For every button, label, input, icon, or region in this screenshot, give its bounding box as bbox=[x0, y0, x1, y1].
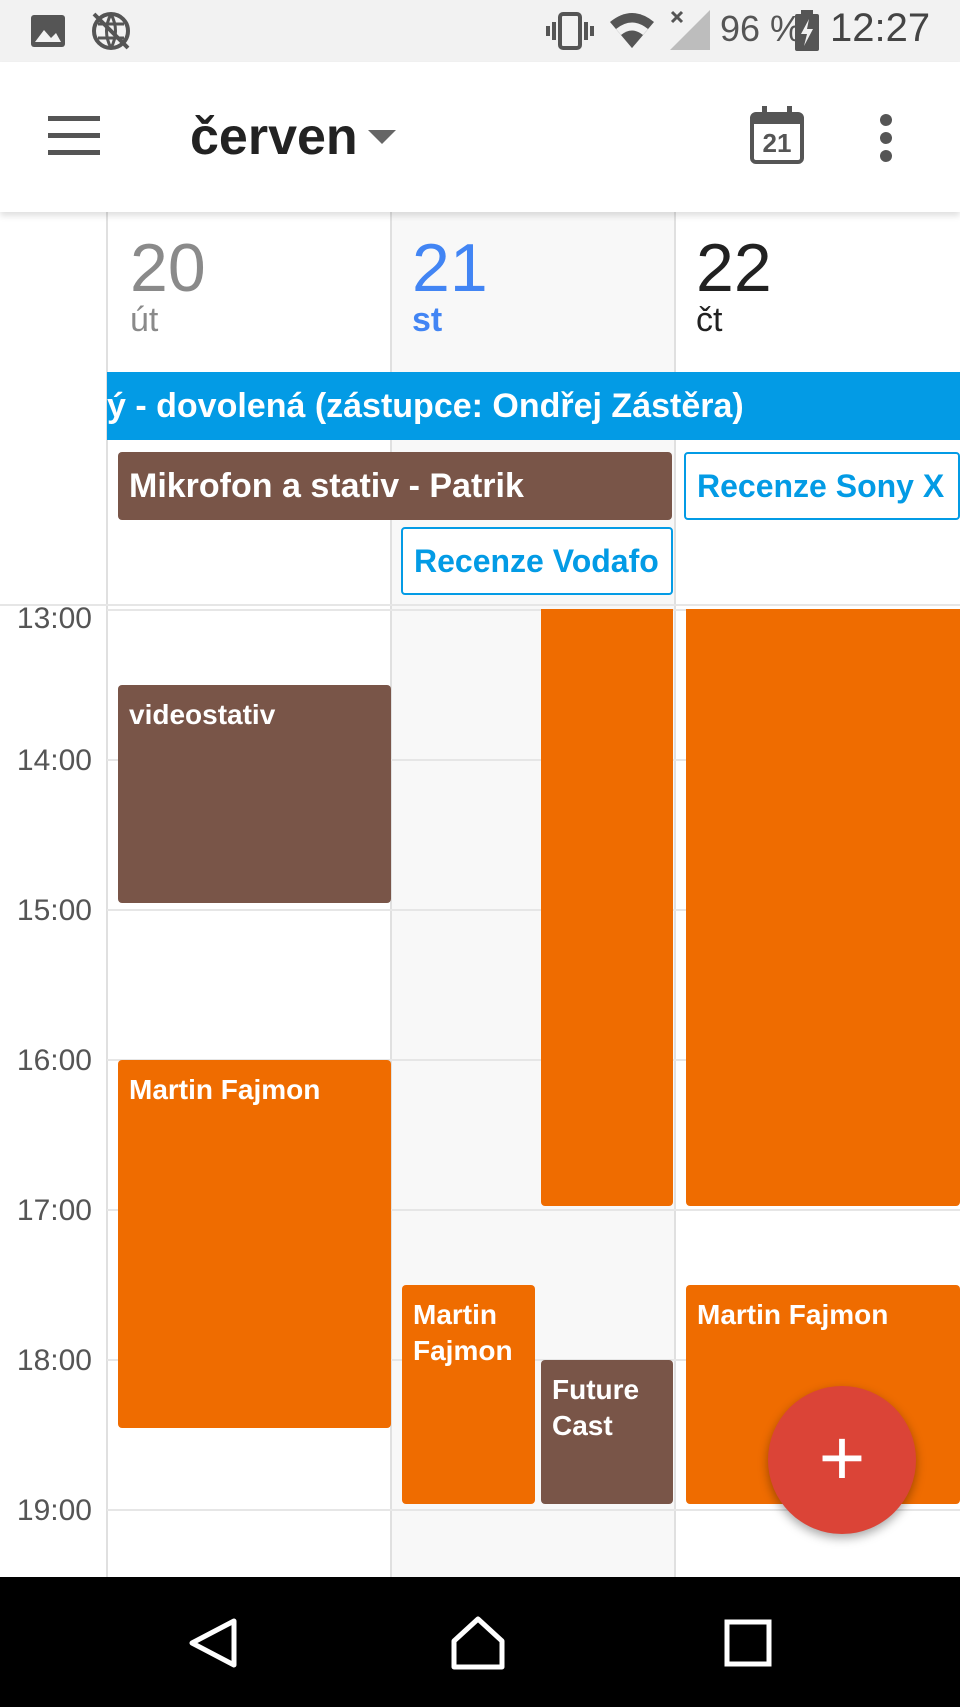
hour-label: 13:00 bbox=[16, 602, 92, 635]
day-name: út bbox=[130, 301, 159, 339]
month-title: červen bbox=[190, 108, 358, 166]
event-title: Martin Fajmon bbox=[413, 1299, 513, 1366]
event-title: videostativ bbox=[129, 699, 276, 730]
hamburger-menu-icon[interactable] bbox=[48, 116, 100, 156]
clock: 12:27 bbox=[830, 6, 931, 50]
app-bar: červen 21 bbox=[0, 62, 960, 212]
event-orange-block-22[interactable] bbox=[686, 609, 960, 1206]
hour-line bbox=[107, 759, 960, 761]
hour-label: 15:00 bbox=[16, 894, 92, 927]
hour-label: 18:00 bbox=[16, 1344, 92, 1377]
event-title: Martin Fajmon bbox=[129, 1074, 321, 1105]
hour-line bbox=[107, 1509, 960, 1511]
home-icon[interactable] bbox=[450, 1615, 506, 1671]
calendar-today-icon bbox=[750, 106, 804, 164]
event-future-cast[interactable]: Future Cast bbox=[541, 1360, 673, 1504]
month-dropdown[interactable]: červen bbox=[190, 102, 396, 172]
more-vert-icon[interactable] bbox=[880, 114, 894, 162]
battery-percent: 96 % bbox=[720, 8, 803, 49]
all-day-event-recenze-sony[interactable]: Recenze Sony X bbox=[684, 452, 960, 520]
add-event-button[interactable]: + bbox=[768, 1386, 916, 1534]
day-header-22[interactable]: 22 čt bbox=[696, 234, 772, 338]
day-number: 22 bbox=[696, 230, 772, 306]
battery-charging-icon bbox=[795, 10, 819, 51]
hour-label: 16:00 bbox=[16, 1044, 92, 1077]
status-bar: 96 % 12:27 bbox=[0, 0, 960, 62]
event-title: Future Cast bbox=[552, 1374, 640, 1441]
divider bbox=[106, 212, 108, 1577]
hour-line bbox=[107, 609, 960, 611]
day-header-21[interactable]: 21 st bbox=[412, 234, 488, 338]
day-number: 20 bbox=[130, 230, 206, 306]
event-title: Recenze Vodafo bbox=[414, 543, 659, 579]
hour-line bbox=[107, 909, 960, 911]
hour-label: 19:00 bbox=[16, 1494, 92, 1527]
plus-icon: + bbox=[818, 1413, 866, 1502]
all-day-divider bbox=[0, 604, 960, 606]
vibrate-icon bbox=[546, 12, 594, 50]
back-icon[interactable] bbox=[188, 1617, 238, 1669]
all-day-event-mikrofon[interactable]: Mikrofon a stativ - Patrik bbox=[118, 452, 672, 520]
day-header-20[interactable]: 20 út bbox=[130, 234, 206, 338]
event-title: Mikrofon a stativ - Patrik bbox=[129, 467, 524, 505]
signal-icon bbox=[670, 10, 710, 50]
event-title: Martin Fajmon bbox=[697, 1299, 889, 1330]
event-martin-fajmon-20[interactable]: Martin Fajmon bbox=[118, 1060, 391, 1428]
navigation-bar bbox=[0, 1577, 960, 1707]
all-day-event-recenze-vodafone[interactable]: Recenze Vodafo bbox=[401, 527, 673, 595]
divider bbox=[390, 212, 392, 1577]
calendar-body: 20 út 21 st 22 čt ý - dovolená (zástupce… bbox=[0, 212, 960, 1577]
all-day-event-vacation[interactable]: ý - dovolená (zástupce: Ondřej Zástěra) bbox=[107, 372, 960, 440]
recents-icon[interactable] bbox=[724, 1619, 772, 1667]
event-title: ý - dovolená (zástupce: Ondřej Zástěra) bbox=[107, 387, 744, 425]
day-name: st bbox=[412, 301, 443, 339]
chevron-down-icon bbox=[368, 130, 396, 144]
day-name: čt bbox=[696, 301, 723, 339]
hour-label: 17:00 bbox=[16, 1194, 92, 1227]
event-title: Recenze Sony X bbox=[697, 468, 945, 504]
divider bbox=[674, 212, 676, 1577]
hour-line bbox=[107, 1059, 960, 1061]
wifi-icon bbox=[610, 13, 654, 48]
image-icon bbox=[31, 15, 65, 47]
hour-label: 14:00 bbox=[16, 744, 92, 777]
event-orange-block-21[interactable] bbox=[541, 609, 673, 1206]
event-videostativ[interactable]: videostativ bbox=[118, 685, 391, 903]
event-martin-fajmon-21[interactable]: Martin Fajmon bbox=[402, 1285, 535, 1504]
day-number: 21 bbox=[412, 230, 488, 306]
vpn-globe-icon bbox=[92, 12, 130, 50]
today-button[interactable]: 21 bbox=[750, 106, 804, 164]
hour-line bbox=[107, 1209, 960, 1211]
today-number: 21 bbox=[762, 128, 792, 158]
